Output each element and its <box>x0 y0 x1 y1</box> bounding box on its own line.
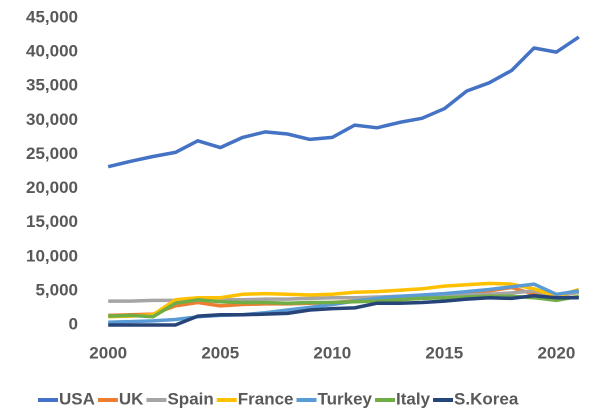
y-tick-label: 40,000 <box>26 42 78 61</box>
series-line <box>108 281 580 319</box>
y-tick-label: 15,000 <box>26 212 78 231</box>
y-tick-label: 25,000 <box>26 144 78 163</box>
y-tick-label: 10,000 <box>26 246 78 265</box>
y-tick-label: 0 <box>69 314 78 333</box>
legend-label: Spain <box>167 389 213 408</box>
x-tick-label: 2005 <box>201 343 239 362</box>
x-tick-label: 2020 <box>537 343 575 362</box>
legend-label: UK <box>119 389 144 408</box>
series-line <box>108 293 579 327</box>
legend-label: Turkey <box>318 389 373 408</box>
y-tick-label: 20,000 <box>26 178 78 197</box>
legend-label: S.Korea <box>454 389 519 408</box>
y-tick-label: 35,000 <box>26 76 78 95</box>
x-tick-label: 2010 <box>313 343 351 362</box>
x-tick-label: 2015 <box>425 343 463 362</box>
legend-label: France <box>238 389 294 408</box>
legend-label: Italy <box>396 389 431 408</box>
y-tick-label: 5,000 <box>35 280 78 299</box>
y-tick-label: 30,000 <box>26 110 78 129</box>
legend-label: USA <box>59 389 95 408</box>
y-tick-label: 45,000 <box>26 7 78 26</box>
series-line <box>107 35 580 169</box>
x-tick-label: 2000 <box>89 343 127 362</box>
